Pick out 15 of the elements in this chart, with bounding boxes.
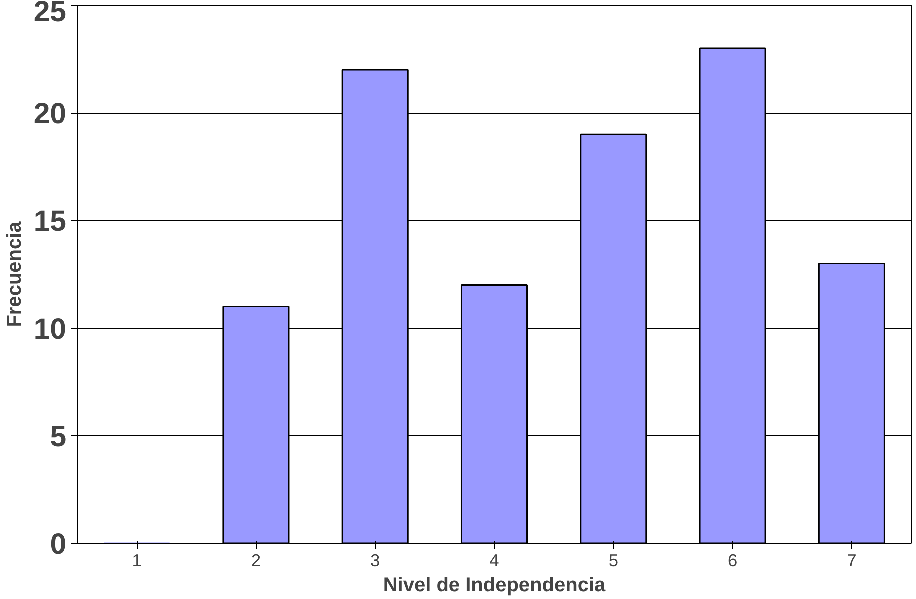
x-tick-label: 4	[490, 550, 500, 570]
x-tick-label: 2	[251, 550, 262, 570]
x-tick-label: 5	[608, 550, 618, 570]
x-axis-title: Nivel de Independencia	[383, 574, 607, 596]
x-tick-label: 1	[132, 550, 142, 570]
y-tick-label: 25	[34, 0, 67, 28]
y-tick-label: 20	[34, 98, 67, 131]
x-tick-label: 7	[847, 550, 857, 570]
x-tick-label: 3	[370, 550, 380, 570]
y-axis-title: Frecuencia	[4, 220, 26, 328]
y-tick-label: 5	[50, 420, 66, 454]
y-tick-label: 10	[34, 312, 67, 346]
y-tick-label: 15	[34, 205, 67, 238]
x-tick-label: 6	[728, 550, 738, 570]
y-tick-label: 0	[50, 528, 66, 561]
